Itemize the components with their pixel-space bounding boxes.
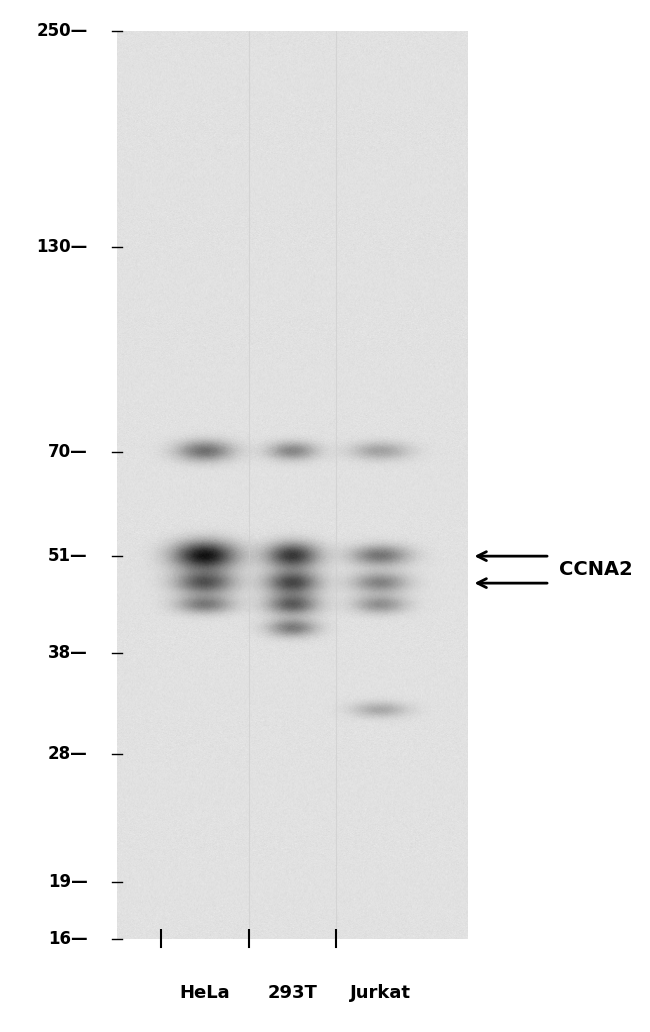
Text: 51—: 51— [48,547,88,566]
Text: HeLa: HeLa [179,983,230,1002]
Text: 16—: 16— [48,930,88,948]
Text: Jurkat: Jurkat [350,983,411,1002]
Text: 19—: 19— [48,873,88,892]
Text: 130—: 130— [36,238,88,256]
Text: 28—: 28— [48,745,88,764]
Text: 293T: 293T [268,983,317,1002]
Text: 38—: 38— [48,644,88,663]
Text: CCNA2: CCNA2 [559,560,632,579]
Text: 250—: 250— [36,22,88,40]
Text: 70—: 70— [48,443,88,460]
